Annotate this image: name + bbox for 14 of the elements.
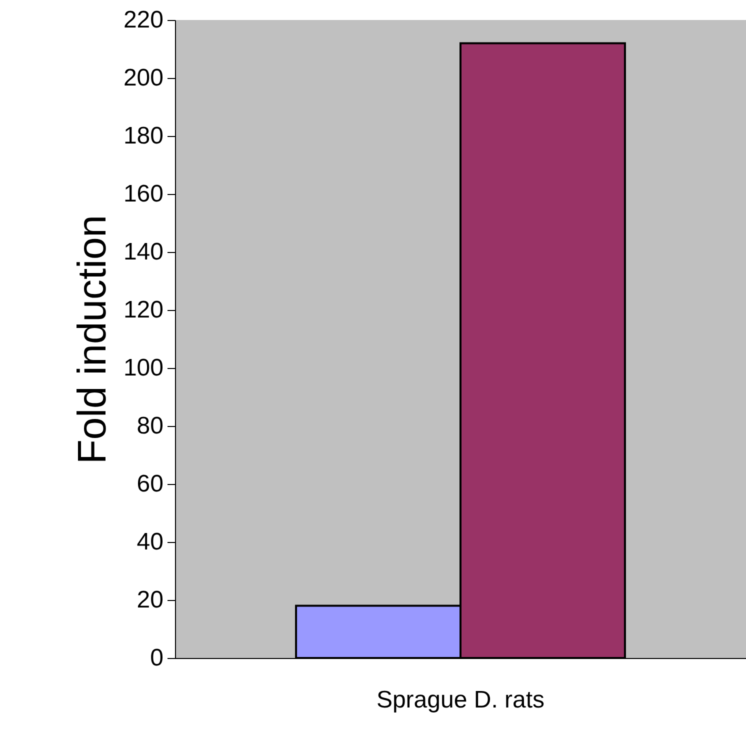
y-tick-label: 200 [123,64,164,92]
y-tick-label: 160 [123,180,164,208]
y-tick-label: 220 [123,6,164,34]
y-tick-label: 140 [123,238,164,266]
y-tick-label: 0 [150,644,164,672]
y-tick-label: 60 [136,470,164,498]
x-tick-label: Sprague D. rats [376,686,545,714]
y-tick-label: 20 [136,586,164,614]
y-tick-label: 120 [123,296,164,324]
y-axis-title: Fold induction [70,214,114,464]
y-tick-label: 80 [136,412,164,440]
y-tick-label: 180 [123,122,164,150]
y-tick-label: 100 [123,354,164,382]
y-tick-label: 40 [136,528,164,556]
